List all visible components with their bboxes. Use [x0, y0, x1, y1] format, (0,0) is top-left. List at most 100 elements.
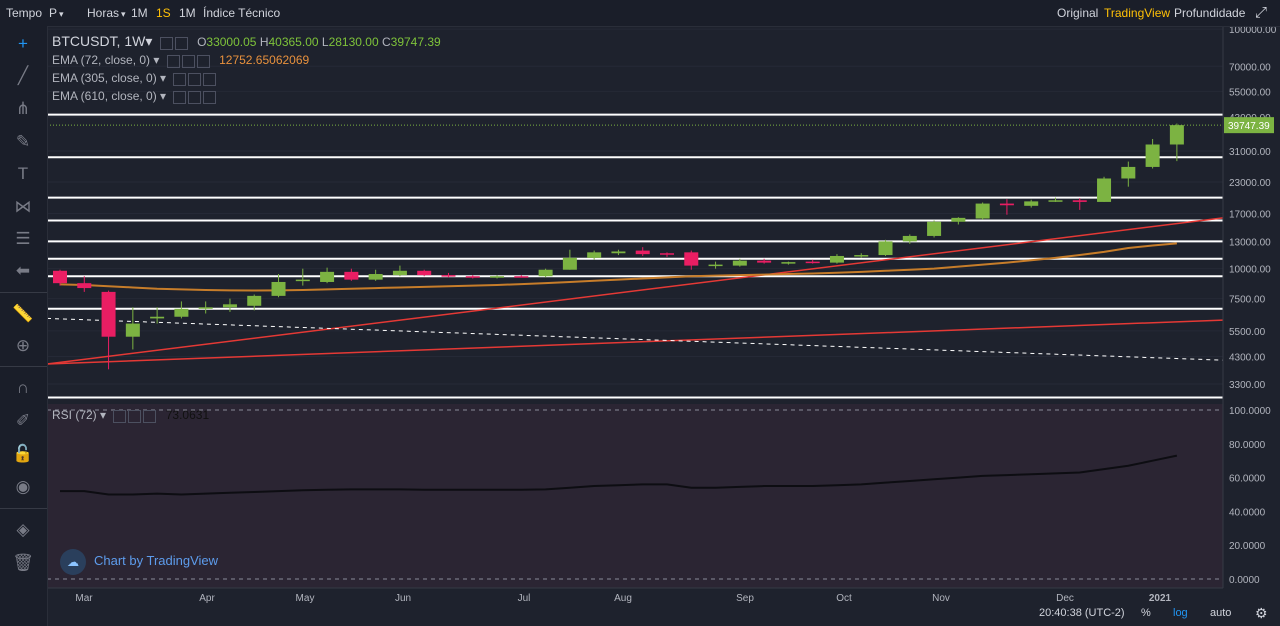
candle-body	[732, 260, 747, 266]
candle	[490, 275, 505, 279]
candle	[368, 269, 383, 281]
candle	[611, 249, 626, 256]
candle-body	[829, 255, 844, 263]
legend-actions[interactable]	[159, 36, 190, 50]
red-trend-line-steep	[46, 217, 1224, 365]
auto-scale-button[interactable]: auto	[1210, 607, 1232, 619]
candle-body	[805, 261, 820, 264]
candle	[757, 258, 772, 264]
rsi-line	[60, 454, 1178, 496]
price-tick-label: 55000.00	[1229, 87, 1271, 98]
candle	[1097, 176, 1112, 202]
candle	[660, 252, 674, 257]
brush-icon[interactable]: ✎	[15, 132, 31, 151]
candle-body	[1048, 200, 1063, 202]
view-original-tab[interactable]: Original	[1057, 6, 1099, 20]
rsi-tick-label: 80.0000	[1229, 440, 1266, 451]
symbol-name[interactable]: BTCUSDT, 1W	[52, 33, 146, 49]
time-tick-label: Jul	[518, 593, 531, 604]
tradingview-watermark[interactable]: ☁ Chart by TradingView	[60, 548, 218, 575]
ruler-icon[interactable]: 📏	[12, 304, 34, 323]
candle-body	[781, 262, 796, 264]
candle	[1048, 197, 1063, 202]
ema1-legend[interactable]: EMA (72, close, 0) ▾ 12752.65062069	[52, 53, 310, 68]
candle-body	[1145, 144, 1160, 167]
candle	[781, 261, 796, 265]
candle-body	[927, 221, 942, 236]
view-depth-tab[interactable]: Profundidade	[1174, 6, 1246, 20]
candle	[320, 267, 335, 284]
percent-scale-button[interactable]: %	[1141, 607, 1151, 619]
crosshair-icon[interactable]: +	[18, 34, 28, 53]
candle	[975, 202, 990, 220]
time-tick-label: Dec	[1056, 593, 1074, 604]
eye-icon[interactable]: ◉	[15, 477, 31, 496]
lock-draw-icon[interactable]: ✐	[15, 411, 31, 430]
candle	[878, 239, 893, 256]
fork-icon[interactable]: ⋔	[15, 99, 31, 118]
cloud-icon: ☁	[60, 548, 86, 575]
fib-icon[interactable]: ☰	[15, 229, 31, 248]
candle	[805, 259, 820, 264]
rsi-value: 73.0631	[165, 408, 210, 422]
lock-icon[interactable]: 🔓	[12, 444, 34, 463]
fullscreen-icon[interactable]: ⤢	[1255, 4, 1268, 21]
candle-body	[1097, 178, 1112, 202]
price-axis[interactable]: 100000.0070000.0055000.0043000.0031000.0…	[1222, 25, 1277, 588]
candle	[125, 307, 140, 350]
symbol-legend: BTCUSDT, 1W▾ O33000.05 H40365.00 L28130.…	[52, 33, 441, 50]
time-axis[interactable]: Mar Apr May Jun Jul Aug Sep Oct Nov Dec 2021	[47, 587, 1223, 604]
candle-body	[441, 275, 456, 277]
time-tick-label: Oct	[836, 593, 852, 604]
candle	[902, 234, 917, 244]
zoom-icon[interactable]: ⊕	[15, 336, 31, 355]
settings-icon[interactable]: ⚙	[1255, 605, 1268, 621]
technical-index-button[interactable]: Índice Técnico	[203, 6, 281, 20]
candle	[101, 290, 116, 370]
pattern-icon[interactable]: ⋈	[14, 197, 32, 216]
candle	[417, 269, 432, 277]
layers-icon[interactable]: ◈	[16, 520, 30, 539]
candles[interactable]	[53, 123, 1184, 370]
interval-hours-select[interactable]: Horas	[84, 3, 129, 23]
candle-body	[538, 269, 553, 277]
candle	[1024, 199, 1039, 208]
trend-line-icon[interactable]: ╱	[17, 66, 29, 85]
candle-body	[854, 255, 869, 257]
interval-1m-button[interactable]: 1M	[131, 6, 148, 20]
trend-lines[interactable]	[46, 217, 1224, 365]
ema2-legend[interactable]: EMA (305, close, 0) ▾	[52, 71, 222, 86]
candle-body	[465, 276, 480, 278]
rsi-legend[interactable]: RSI (72) ▾ 73.0631	[52, 408, 210, 423]
trash-icon[interactable]: 🗑	[12, 553, 34, 572]
candle-body	[320, 271, 335, 282]
time-tick-label: Apr	[199, 593, 215, 604]
support-resistance-levels[interactable]	[47, 113, 1223, 399]
price-tick-label: 17000.00	[1229, 209, 1271, 220]
rsi-pane	[47, 409, 1223, 580]
interval-1mo-button[interactable]: 1M	[179, 6, 196, 20]
ema3-legend[interactable]: EMA (610, close, 0) ▾	[52, 89, 222, 104]
interval-1s-button[interactable]: 1S	[156, 6, 171, 20]
back-arrow-icon[interactable]: ⬅	[15, 261, 31, 280]
candle	[514, 275, 529, 278]
red-trend-line-flat	[46, 319, 1224, 365]
candle	[1072, 198, 1087, 210]
text-icon[interactable]: T	[17, 164, 29, 183]
candle-body	[1024, 201, 1039, 206]
candle-body	[174, 308, 189, 317]
magnet-icon[interactable]: ∩	[16, 378, 30, 397]
log-scale-button[interactable]: log	[1173, 607, 1188, 619]
candle-body	[295, 279, 310, 282]
rsi-tick-label: 100.0000	[1229, 406, 1271, 417]
last-price-badge	[1224, 117, 1274, 134]
drawing-toolbar: + ╱ ⋔ ✎ T ⋈ ☰ ⬅ 📏 ⊕ ∩ ✐ 🔓 ◉ ◈ 🗑	[0, 26, 48, 626]
chart-type-select[interactable]: P	[46, 3, 67, 23]
candle-body	[684, 252, 699, 266]
tempo-label: Tempo	[6, 6, 43, 20]
price-tick-label: 13000.00	[1229, 237, 1271, 248]
candle-body	[975, 203, 990, 219]
view-tradingview-tab[interactable]: TradingView	[1104, 6, 1171, 20]
